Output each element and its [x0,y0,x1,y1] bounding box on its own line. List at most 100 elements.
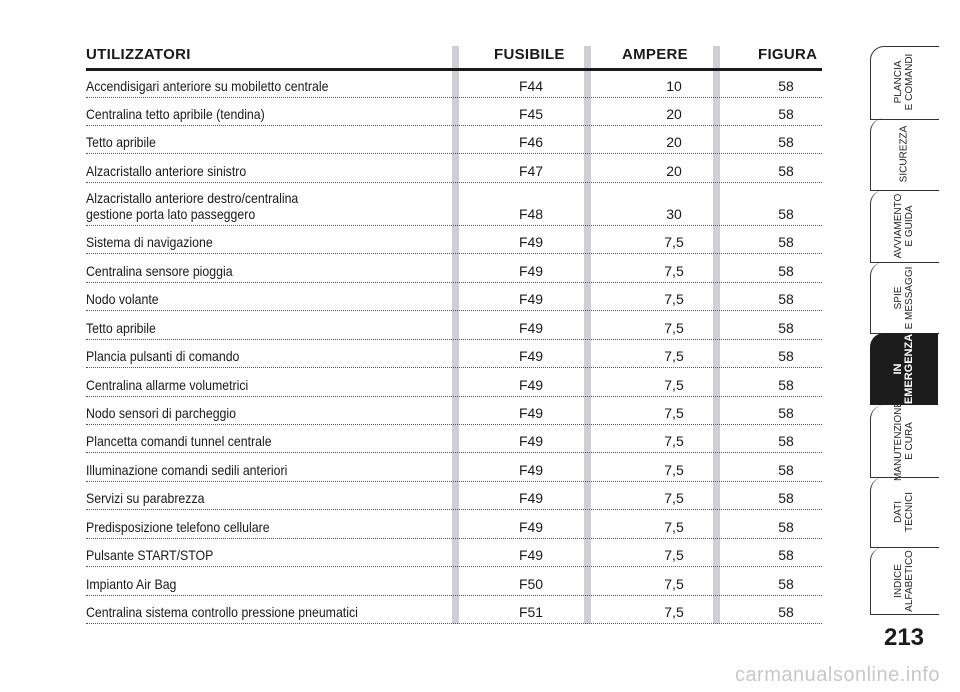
row-ampere: 7,5 [664,519,684,535]
row-fuse: F49 [518,348,544,364]
table-row: Centralina sensore pioggia F49 7,5 58 [86,254,822,283]
tab-manutenzione-cura[interactable]: MANUTENZIONE E CURA [870,401,939,481]
row-divider [86,623,822,624]
row-divider [86,509,822,510]
row-ampere: 7,5 [664,377,684,393]
header-rule [86,68,822,71]
column-bar-ampere [584,46,591,624]
row-divider [86,538,822,539]
table-row: Sistema di navigazione F49 7,5 58 [86,226,822,254]
active-tab-background [870,333,938,405]
row-divider [86,253,822,254]
table-row: Predisposizione telefono cellulare F49 7,5… [86,510,822,539]
row-description: Alzacristallo anteriore destro/centralin… [86,190,299,222]
row-ampere: 7,5 [664,291,684,307]
row-fuse: F49 [518,291,544,307]
row-divider [86,282,822,283]
tab-label: SICUREZZA [898,125,910,183]
table-row: Servizi su parabrezza F49 7,5 58 [86,482,822,510]
row-figure: 58 [778,405,794,421]
tab-outline [870,547,939,615]
tab-outline [870,405,939,478]
row-ampere: 10 [666,78,682,94]
row-divider [86,595,822,596]
tab-plancia-comandi[interactable]: PLANCIA E COMANDI [870,46,939,120]
row-description: Nodo volante [86,291,159,307]
row-fuse: F44 [518,78,544,94]
row-divider [86,153,822,154]
row-fuse: F49 [518,490,544,506]
row-fuse: F49 [518,263,544,279]
table-row: Centralina tetto apribile (tendina) F45 20… [86,98,822,126]
row-ampere: 20 [666,134,682,150]
row-divider [86,310,822,311]
row-fuse: F50 [518,576,544,592]
row-figure: 58 [778,263,794,279]
row-fuse: F49 [518,519,544,535]
row-fuse: F47 [518,163,544,179]
column-bar-figure [713,46,720,624]
row-divider [86,452,822,453]
row-figure: 58 [778,78,794,94]
row-figure: 58 [778,604,794,620]
row-fuse: F49 [518,433,544,449]
header-users: UTILIZZATORI [86,46,191,63]
row-divider [86,367,822,368]
row-figure: 58 [778,576,794,592]
row-figure: 58 [778,234,794,250]
row-description: Sistema di navigazione [86,234,213,250]
tab-indice-alfabetico[interactable]: INDICE ALFABETICO [870,547,939,615]
row-figure: 58 [778,462,794,478]
table-row: Illuminazione comandi sedili anteriori F4… [86,453,822,482]
tab-outline [870,190,939,263]
row-divider [86,566,822,567]
tab-outline [870,477,939,548]
row-divider [86,424,822,425]
row-ampere: 7,5 [664,320,684,336]
row-figure: 58 [778,519,794,535]
header-ampere: AMPERE [622,46,688,63]
row-figure: 58 [778,320,794,336]
row-description: Servizi su parabrezza [86,490,205,506]
table-row: Centralina allarme volumetrici F49 7,5 58 [86,368,822,397]
table-row: Nodo volante F49 7,5 58 [86,283,822,311]
tab-dati-tecnici[interactable]: DATI TECNICI [870,477,939,548]
tab-label: IN EMERGENZA [892,333,915,405]
chapter-sidebar: PLANCIA E COMANDI SICUREZZA AVVIAMENTO E G… [870,0,960,692]
row-fuse: F49 [518,462,544,478]
row-description: Centralina tetto apribile (tendina) [86,106,265,122]
tab-label: MANUTENZIONE E CURA [893,401,915,481]
row-ampere: 7,5 [664,348,684,364]
tab-label: AVVIAMENTO E GUIDA [893,193,915,259]
tab-outline [870,118,939,191]
row-fuse: F48 [518,206,544,222]
row-ampere: 7,5 [664,234,684,250]
row-ampere: 30 [666,206,682,222]
row-figure: 58 [778,106,794,122]
table-row: Tetto apribile F46 20 58 [86,126,822,154]
row-figure: 58 [778,547,794,563]
tab-avviamento-guida[interactable]: AVVIAMENTO E GUIDA [870,190,939,263]
row-fuse: F49 [518,405,544,421]
tab-in-emergenza[interactable]: IN EMERGENZA [870,333,938,405]
row-figure: 58 [778,490,794,506]
row-fuse: F51 [518,604,544,620]
row-fuse: F49 [518,320,544,336]
row-description: Impianto Air Bag [86,576,177,592]
row-description: Accendisigari anteriore su mobiletto cen… [86,78,329,94]
header-figure: FIGURA [758,46,818,63]
row-fuse: F45 [518,106,544,122]
row-divider [86,396,822,397]
row-ampere: 7,5 [664,604,684,620]
table-row: Alzacristallo anteriore sinistro F47 20 58 [86,154,822,183]
tab-sicurezza[interactable]: SICUREZZA [870,118,939,191]
row-description: Nodo sensori di parcheggio [86,405,236,421]
table-row: Pulsante START/STOP F49 7,5 58 [86,539,822,567]
row-divider [86,225,822,226]
row-ampere: 7,5 [664,263,684,279]
row-ampere: 7,5 [664,547,684,563]
row-description: Pulsante START/STOP [86,547,214,563]
tab-label: DATI TECNICI [893,492,915,532]
tab-spie-messaggi[interactable]: SPIE E MESSAGGI [870,262,939,334]
row-fuse: F49 [518,377,544,393]
